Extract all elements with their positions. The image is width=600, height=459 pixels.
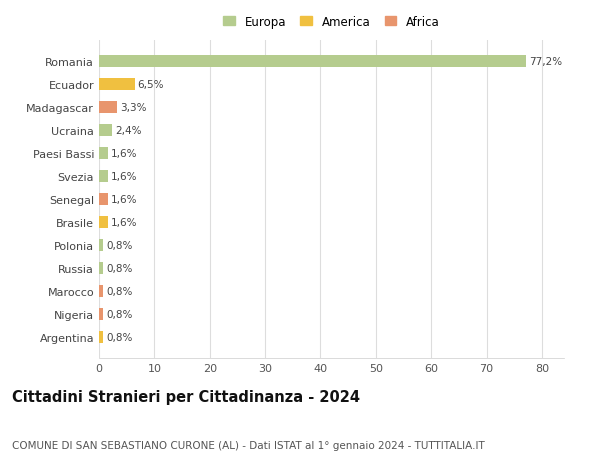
Bar	[99, 331, 103, 344]
Text: 1,6%: 1,6%	[110, 218, 137, 228]
Text: 0,8%: 0,8%	[106, 241, 133, 251]
Bar	[99, 101, 117, 114]
Bar	[99, 285, 103, 298]
Text: 0,8%: 0,8%	[106, 263, 133, 274]
Bar	[99, 56, 526, 68]
Bar	[99, 78, 135, 91]
Text: 3,3%: 3,3%	[120, 103, 146, 113]
Text: 1,6%: 1,6%	[110, 195, 137, 205]
Bar	[99, 239, 103, 252]
Bar	[99, 147, 108, 160]
Text: 1,6%: 1,6%	[110, 149, 137, 159]
Text: 2,4%: 2,4%	[115, 126, 142, 136]
Text: 1,6%: 1,6%	[110, 172, 137, 182]
Text: COMUNE DI SAN SEBASTIANO CURONE (AL) - Dati ISTAT al 1° gennaio 2024 - TUTTITALI: COMUNE DI SAN SEBASTIANO CURONE (AL) - D…	[12, 440, 485, 450]
Bar	[99, 124, 112, 137]
Legend: Europa, America, Africa: Europa, America, Africa	[223, 16, 440, 28]
Text: 6,5%: 6,5%	[138, 80, 164, 90]
Text: 77,2%: 77,2%	[529, 57, 562, 67]
Text: 0,8%: 0,8%	[106, 309, 133, 319]
Bar	[99, 308, 103, 321]
Bar	[99, 170, 108, 183]
Text: 0,8%: 0,8%	[106, 332, 133, 342]
Bar	[99, 193, 108, 206]
Text: Cittadini Stranieri per Cittadinanza - 2024: Cittadini Stranieri per Cittadinanza - 2…	[12, 389, 360, 404]
Text: 0,8%: 0,8%	[106, 286, 133, 297]
Bar	[99, 262, 103, 275]
Bar	[99, 216, 108, 229]
